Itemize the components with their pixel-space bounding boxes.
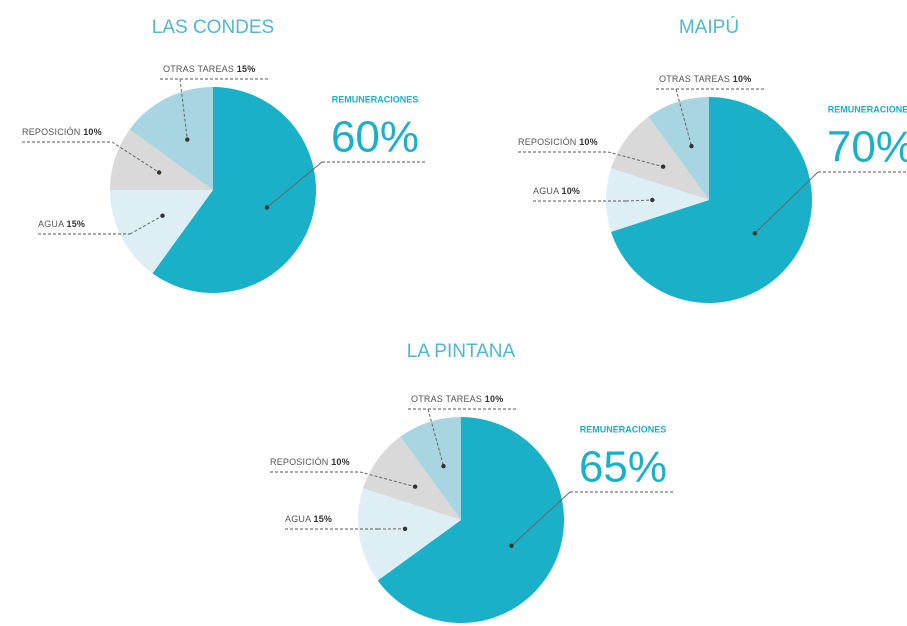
leader-dot [156, 170, 162, 175]
slice-label: AGUA 15% [285, 514, 332, 524]
pie-slice [152, 87, 317, 293]
leader-dot [689, 143, 694, 149]
slice-value: 10% [485, 394, 504, 404]
slice-name: REPOSICIÓN [518, 137, 577, 147]
leader-line [359, 471, 416, 488]
chart-title: LAS CONDES [152, 17, 274, 38]
leader-dot [264, 205, 270, 210]
slice-label: OTRAS TAREAS 10% [411, 394, 503, 404]
slice-value: 10% [579, 137, 598, 147]
pie-slice [611, 116, 709, 200]
leader-line [111, 141, 160, 173]
pie-slice [377, 416, 564, 623]
leader-line [625, 199, 653, 202]
chart-title: MAIPÚ [679, 16, 739, 38]
pie-slice [110, 190, 213, 274]
slice-value: 65% [579, 443, 667, 492]
slice-name: OTRAS TAREAS [163, 64, 234, 74]
slice-name: REPOSICIÓN [270, 457, 329, 467]
leader-dot [752, 231, 758, 236]
leader-line [607, 151, 664, 168]
pie-slice [363, 436, 461, 520]
leader-line [129, 215, 163, 235]
pie-slice [400, 417, 461, 520]
slice-value: 15% [237, 64, 256, 74]
slice-name: REMUNERACIONES [332, 94, 419, 104]
leader-dot [412, 484, 418, 489]
pie-slice [358, 488, 461, 581]
slice-label: REPOSICIÓN 10% [22, 127, 102, 137]
pie-slice [648, 97, 709, 200]
pie-slice [606, 168, 709, 232]
slice-name: OTRAS TAREAS [411, 394, 482, 404]
pie-slice [110, 129, 213, 190]
slice-value: 15% [67, 219, 86, 229]
slice-label: AGUA 15% [38, 219, 85, 229]
slice-name: AGUA [38, 219, 64, 229]
slice-label: OTRAS TAREAS 10% [659, 74, 751, 84]
slice-value: 10% [562, 186, 581, 196]
slice-label: REPOSICIÓN 10% [518, 137, 598, 147]
slice-label: OTRAS TAREAS 15% [163, 64, 255, 74]
chart-title: LA PINTANA [407, 341, 516, 362]
leader-dot [441, 463, 446, 469]
leader-line [179, 78, 188, 140]
slice-value: 10% [331, 457, 350, 467]
slice-name: REMUNERACIONES [828, 104, 907, 114]
slice-name: AGUA [533, 186, 559, 196]
slice-name: REPOSICIÓN [22, 127, 81, 137]
slice-label: REPOSICIÓN 10% [270, 457, 350, 467]
slice-value: 10% [733, 74, 752, 84]
slice-name: AGUA [285, 514, 311, 524]
leader-line [266, 161, 323, 208]
slice-value: 10% [83, 127, 102, 137]
leader-line [754, 171, 819, 234]
slice-label: AGUA 10% [533, 186, 580, 196]
pie-slice [129, 87, 213, 190]
leader-dot [160, 213, 165, 218]
slice-name: REMUNERACIONES [580, 424, 667, 434]
leader-dot [402, 526, 408, 532]
leader-line [511, 491, 571, 547]
leader-dot [509, 543, 514, 548]
slice-value: 60% [331, 113, 419, 162]
slice-name: OTRAS TAREAS [659, 74, 730, 84]
slice-value: 15% [314, 514, 333, 524]
slice-value: 70% [827, 123, 907, 172]
leader-dot [660, 164, 666, 169]
leader-dot [185, 137, 190, 142]
leader-dot [650, 197, 655, 203]
pie-slice [611, 97, 812, 303]
